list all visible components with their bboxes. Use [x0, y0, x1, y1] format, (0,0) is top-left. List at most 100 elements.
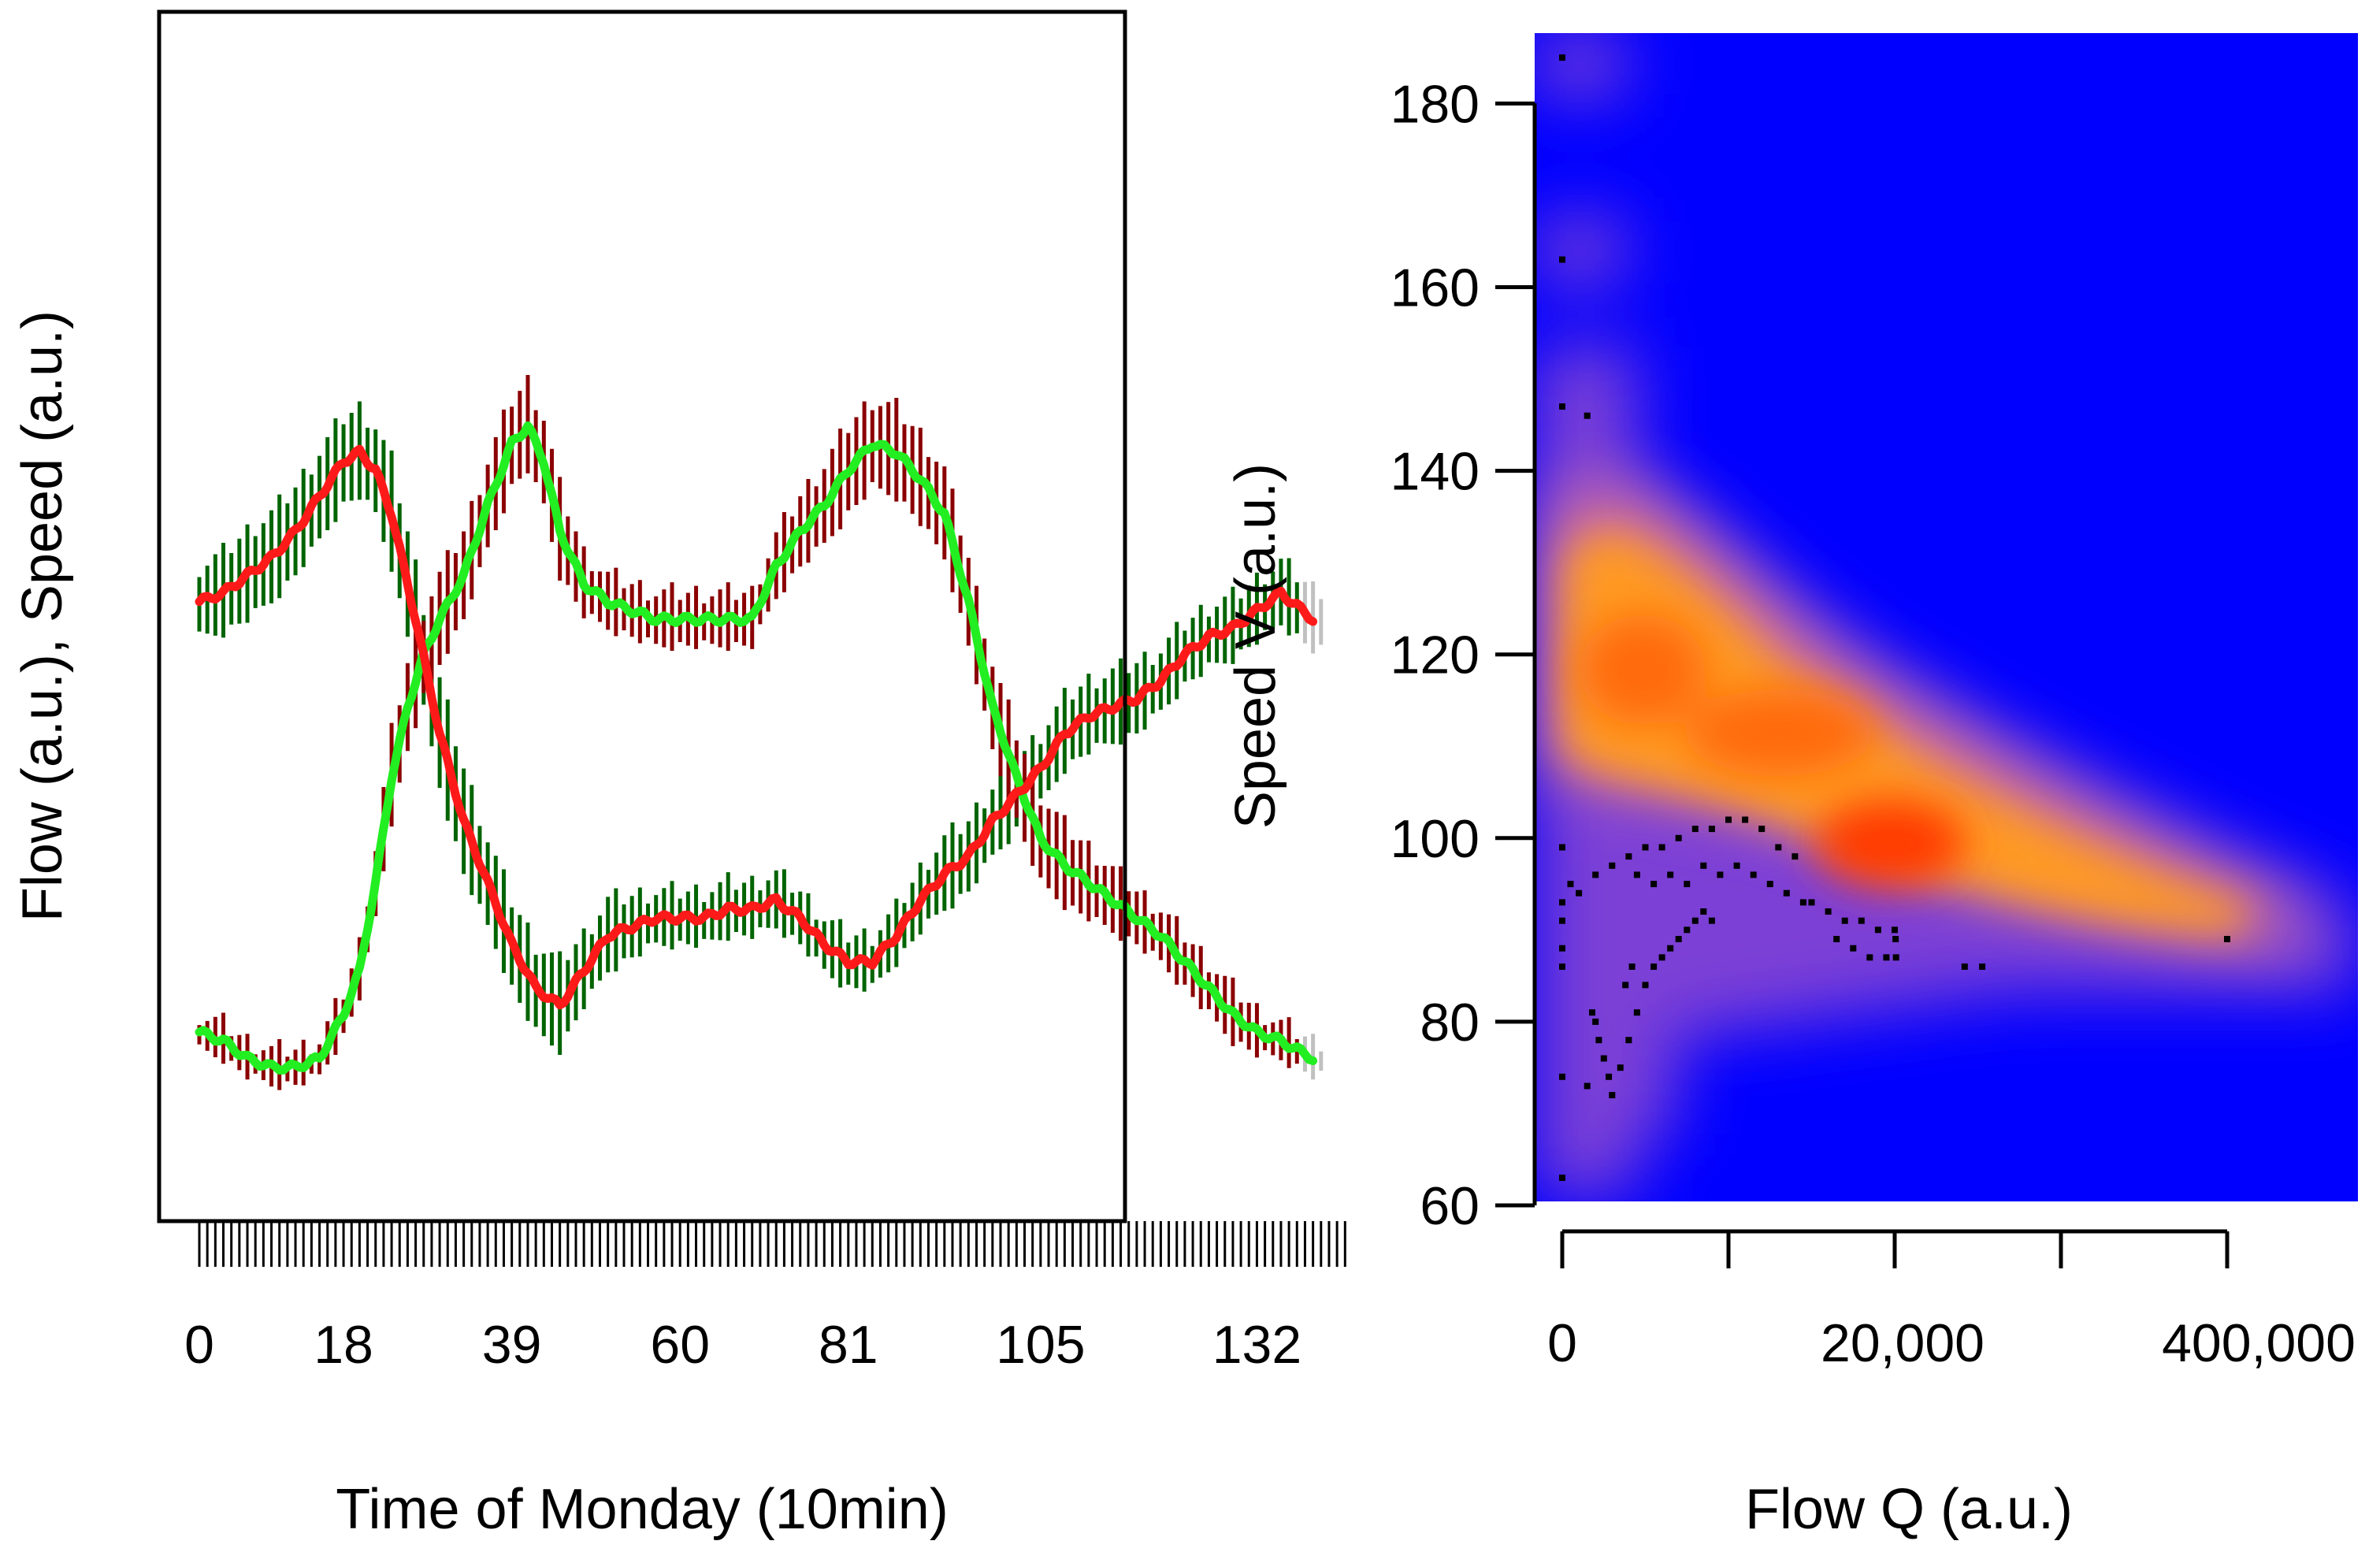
x-tick-label: 105: [996, 1315, 1085, 1375]
data-point: [1576, 889, 1583, 897]
data-point: [1589, 1009, 1595, 1016]
data-point: [1633, 871, 1640, 878]
x-tick-label: 81: [819, 1315, 878, 1375]
data-point: [2224, 936, 2230, 942]
data-point: [1961, 964, 1968, 970]
data-point: [1642, 844, 1649, 851]
data-point: [1691, 917, 1699, 924]
y-tick-label: 120: [1390, 626, 1480, 685]
data-point: [1625, 853, 1632, 860]
y-axis: 60 80 100 120 140 160 180: [1390, 74, 1537, 1236]
heatmap-density: [1535, 33, 2356, 1197]
data-point: [1808, 899, 1815, 906]
data-point: [1650, 881, 1658, 888]
data-point: [1559, 964, 1565, 970]
data-point: [1791, 853, 1799, 860]
density-layer-mid: [1548, 481, 2300, 945]
data-point: [1567, 881, 1574, 888]
data-point: [1559, 917, 1565, 924]
data-point: [1559, 256, 1565, 263]
data-point: [1559, 1073, 1565, 1080]
x-tick-label: 132: [1212, 1315, 1301, 1375]
data-point: [1559, 54, 1565, 61]
y-tick-marks: 60 80 100 120 140 160 180: [1390, 74, 1535, 1236]
uncertainty-bands: [197, 375, 1324, 1090]
x-tick-marks: 0 20,000 400,000: [1547, 1231, 2356, 1373]
time-series-chart: 0 18 39 60 81 105 132 Time of Monday (10min) F…: [11, 9, 1346, 1541]
data-point: [1892, 936, 1899, 942]
y-tick-label: 140: [1390, 442, 1480, 502]
data-point: [1700, 908, 1707, 915]
data-point: [1592, 1018, 1599, 1025]
data-point: [1866, 954, 1873, 961]
x-rug: [198, 1221, 1346, 1267]
data-point: [1892, 926, 1898, 934]
plot-frame: [157, 9, 1127, 1223]
x-tick-label: 0: [1547, 1313, 1577, 1373]
data-point: [1783, 889, 1790, 897]
data-point: [1658, 844, 1665, 851]
data-point: [1633, 1009, 1640, 1016]
data-point: [1559, 899, 1565, 906]
data-point: [1883, 954, 1890, 961]
x-tick-label: 20,000: [1821, 1313, 1985, 1373]
data-point: [1841, 917, 1848, 924]
data-point: [1609, 1092, 1616, 1099]
y-tick-label: 180: [1390, 74, 1480, 134]
data-point: [1766, 881, 1773, 888]
data-point: [1622, 982, 1629, 989]
y-tick-label: 80: [1420, 993, 1480, 1053]
data-point: [1609, 862, 1616, 869]
data-point: [1559, 945, 1565, 952]
data-point: [1825, 908, 1832, 915]
data-point: [1858, 917, 1865, 924]
data-point: [1584, 1082, 1591, 1090]
data-point: [1675, 936, 1682, 942]
data-point: [1758, 826, 1766, 833]
data-point: [1684, 881, 1691, 888]
x-tick-label: 60: [650, 1315, 710, 1375]
data-point: [1708, 826, 1715, 833]
data-point: [1584, 412, 1591, 419]
data-point: [1725, 816, 1732, 823]
data-point: [1700, 862, 1707, 869]
data-point: [1717, 871, 1724, 878]
data-point: [1775, 844, 1782, 851]
data-point: [1684, 926, 1691, 934]
data-point: [1595, 1037, 1602, 1044]
x-tick-label: 400,000: [2162, 1313, 2356, 1373]
data-point: [1658, 954, 1665, 961]
data-point: [1617, 1064, 1624, 1071]
data-point: [1559, 403, 1565, 410]
data-point: [1625, 1037, 1632, 1044]
density-layer-high: [1564, 532, 2253, 934]
data-point: [1742, 816, 1749, 823]
y-tick-label: 60: [1420, 1176, 1480, 1236]
data-point: [1642, 982, 1649, 989]
observation-points: [1559, 54, 2230, 1181]
speed-line: [195, 444, 1318, 1010]
data-point: [1628, 964, 1636, 970]
data-point: [1650, 964, 1658, 970]
data-point: [1592, 871, 1599, 878]
x-axis: 0 20,000 400,000: [1547, 1229, 2356, 1373]
data-point: [1667, 871, 1674, 878]
y-tick-label: 160: [1390, 258, 1480, 318]
data-point: [1675, 834, 1682, 841]
data-point: [1606, 1073, 1613, 1080]
y-axis-title: Speed V (a.u.): [1224, 463, 1287, 829]
density-heatmap-chart: 60 80 100 120 140 160 180 0 20,000 400,000 Flow …: [1224, 33, 2358, 1541]
data-point: [1559, 1175, 1565, 1181]
x-tick-label: 39: [482, 1315, 542, 1375]
data-point: [1850, 945, 1857, 952]
data-point: [1874, 926, 1881, 934]
y-axis-title: Flow (a.u.), Speed (a.u.): [11, 310, 74, 922]
data-point: [1799, 899, 1806, 906]
series-lines: [195, 421, 1318, 1075]
data-point: [1979, 964, 1986, 970]
flow-line: [195, 421, 1318, 1075]
x-tick-label: 0: [184, 1315, 214, 1375]
y-tick-label: 100: [1390, 809, 1480, 869]
data-point: [1750, 871, 1757, 878]
